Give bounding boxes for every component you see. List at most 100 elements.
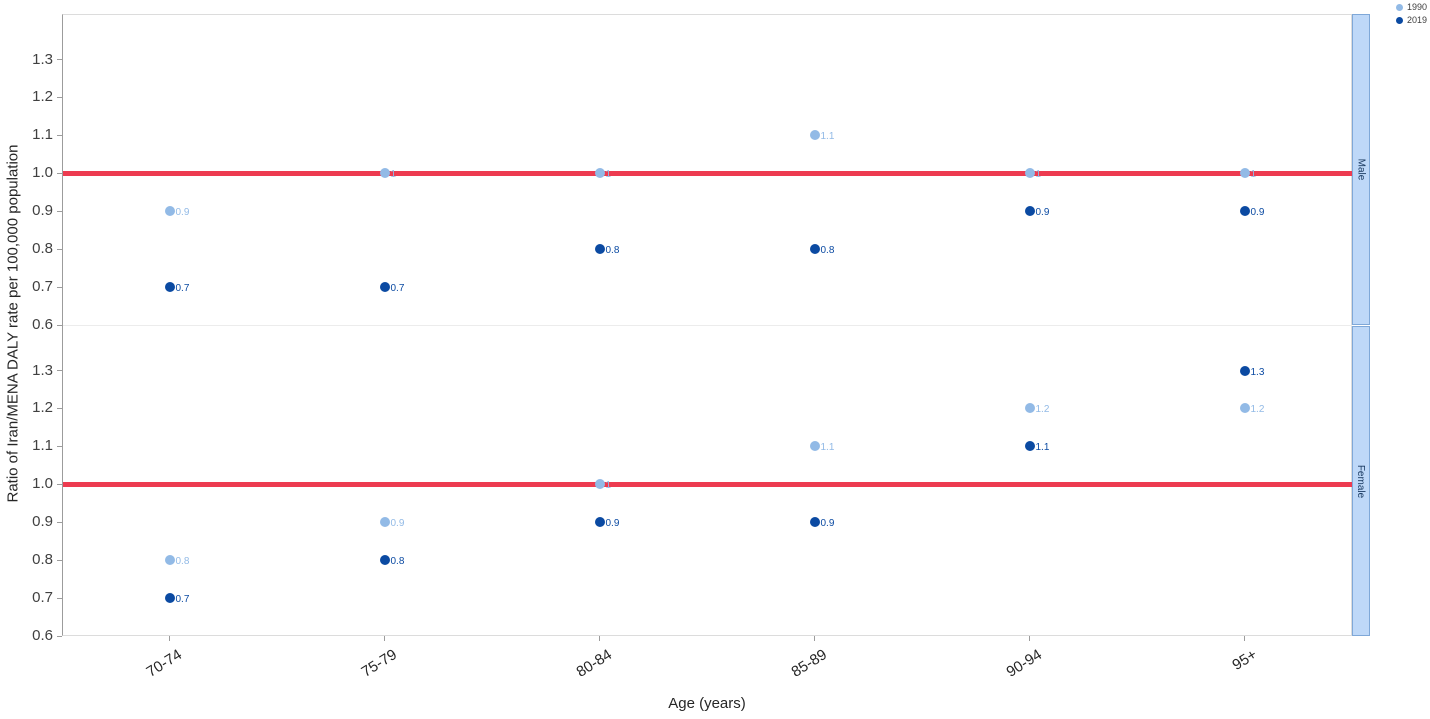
y-tick-label: 0.9: [32, 513, 53, 531]
y-tick-label: 1.2: [32, 88, 53, 106]
data-point: [594, 168, 605, 179]
legend-item-1990: 1990: [1395, 2, 1427, 12]
y-tick-mark: [57, 407, 62, 409]
y-tick-label: 1.3: [32, 361, 53, 379]
x-tick-label: 75-79: [357, 646, 400, 681]
data-point: [594, 479, 605, 490]
y-tick-label: 1.1: [32, 437, 53, 455]
strip-label-female: Female: [1355, 464, 1367, 498]
data-point-label: 1.1: [820, 442, 835, 454]
y-tick-label: 0.7: [32, 589, 53, 607]
data-point: [594, 244, 605, 255]
legend-item-2019: 2019: [1395, 15, 1427, 25]
x-tick-mark: [1029, 636, 1030, 641]
y-tick-label: 0.8: [32, 240, 53, 258]
data-point-label: 0.9: [1035, 207, 1050, 219]
data-point-label: 0.9: [390, 518, 405, 530]
y-tick-label: 0.9: [32, 202, 53, 220]
y-tick-mark: [57, 248, 62, 250]
y-tick-label: 0.7: [32, 278, 53, 296]
data-point: [809, 244, 820, 255]
y-tick-mark: [57, 172, 62, 174]
data-point-label: 0.9: [605, 518, 620, 530]
data-point-label: 0.7: [175, 594, 190, 606]
data-point-label: 0.7: [390, 283, 405, 295]
x-tick-label: 95+: [1228, 646, 1260, 674]
y-tick-mark: [57, 597, 62, 599]
data-point-label: 1.3: [1250, 366, 1265, 378]
legend: 1990 2019: [1395, 2, 1427, 28]
data-point: [379, 168, 390, 179]
data-point-label: 1: [1035, 169, 1042, 181]
data-point-label: 0.8: [175, 556, 190, 568]
data-point-label: 1: [390, 169, 397, 181]
x-tick-mark: [814, 636, 815, 641]
data-point: [1024, 206, 1035, 217]
y-tick-mark: [57, 445, 62, 447]
data-point: [164, 555, 175, 566]
data-point: [379, 517, 390, 528]
x-tick-mark: [169, 636, 170, 641]
y-tick-label: 1.1: [32, 126, 53, 144]
y-tick-label: 1.3: [32, 50, 53, 68]
x-tick-mark: [384, 636, 385, 641]
panel-strip-female: Female: [1352, 326, 1370, 636]
data-point: [164, 282, 175, 293]
data-point-label: 1.2: [1035, 404, 1050, 416]
data-point-label: 0.9: [1250, 207, 1265, 219]
y-tick-mark: [57, 324, 62, 326]
data-point: [594, 517, 605, 528]
data-point-label: 1: [605, 169, 612, 181]
y-tick-mark: [57, 635, 62, 637]
y-tick-mark: [57, 286, 62, 288]
data-point-label: 0.8: [605, 245, 620, 257]
y-tick-mark: [57, 210, 62, 212]
panel-separator: [63, 325, 1352, 326]
data-point: [1239, 168, 1250, 179]
y-tick-mark: [57, 483, 62, 485]
data-point-label: 1: [1250, 169, 1257, 181]
data-point-label: 1.2: [1250, 404, 1265, 416]
data-point-label: 1.1: [1035, 442, 1050, 454]
reference-line: [63, 481, 1352, 487]
data-point-label: 0.9: [175, 207, 190, 219]
legend-dot-1990: [1395, 3, 1403, 11]
data-point: [1024, 168, 1035, 179]
data-point-label: 0.9: [820, 518, 835, 530]
strip-label-male: Male: [1355, 158, 1367, 181]
data-point: [809, 517, 820, 528]
data-point: [1239, 206, 1250, 217]
y-tick-mark: [57, 96, 62, 98]
x-axis-title: Age (years): [668, 695, 746, 712]
legend-dot-2019: [1395, 16, 1403, 24]
data-point-label: 1: [605, 480, 612, 492]
y-tick-mark: [57, 134, 62, 136]
y-tick-label: 1.0: [32, 164, 53, 182]
reference-line: [63, 170, 1352, 176]
legend-label-2019: 2019: [1406, 15, 1427, 25]
data-point: [1024, 403, 1035, 414]
x-tick-label: 70-74: [142, 646, 185, 681]
legend-label-1990: 1990: [1406, 2, 1427, 12]
data-point: [164, 206, 175, 217]
y-tick-mark: [57, 370, 62, 371]
x-tick-label: 80-84: [572, 646, 615, 681]
y-tick-label: 1.0: [32, 475, 53, 493]
data-point: [809, 130, 820, 141]
y-tick-label: 0.8: [32, 551, 53, 569]
data-point: [164, 593, 175, 604]
data-point: [809, 441, 820, 452]
y-tick-mark: [57, 521, 62, 523]
x-tick-label: 90-94: [1002, 646, 1045, 681]
y-tick-mark: [57, 59, 62, 60]
data-point-label: 0.8: [820, 245, 835, 257]
data-point: [1239, 365, 1250, 376]
y-tick-label: 0.6: [32, 316, 53, 333]
y-tick-label: 1.2: [32, 399, 53, 417]
data-point: [1024, 441, 1035, 452]
x-tick-mark: [599, 636, 600, 641]
x-tick-mark: [1244, 636, 1245, 641]
data-point: [379, 555, 390, 566]
data-point: [379, 282, 390, 293]
